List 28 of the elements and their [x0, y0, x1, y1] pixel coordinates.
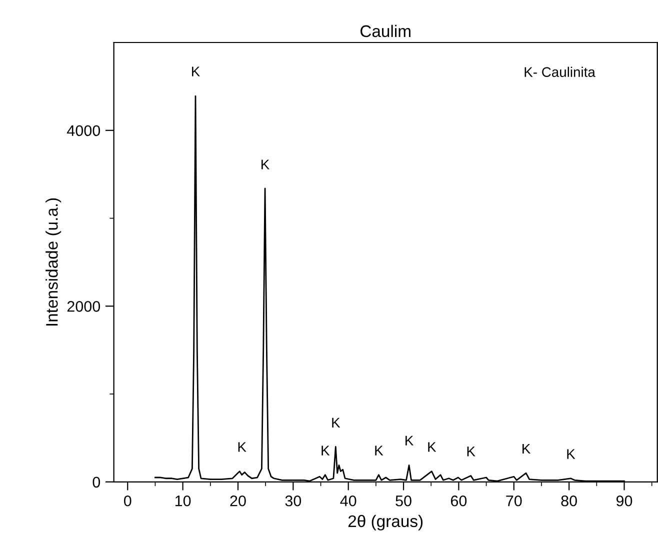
- annotation: K: [406, 436, 414, 446]
- annotation: K- Caulinita: [524, 66, 596, 77]
- x-tick-label: 30: [285, 495, 302, 506]
- annotation: K: [192, 66, 200, 76]
- x-tick-label: 50: [396, 495, 412, 506]
- x-tick-label: 90: [616, 495, 632, 506]
- annotation: K: [322, 446, 330, 456]
- x-axis-title: 2θ (graus): [348, 514, 423, 530]
- x-tick-label: 70: [506, 495, 522, 506]
- chart-title: Caulim: [360, 24, 410, 38]
- y-axis-title: Intensidade (u.a.): [46, 198, 62, 326]
- annotation: K: [375, 446, 384, 456]
- annotation: K: [238, 442, 246, 452]
- annotation: K: [567, 449, 576, 459]
- y-tick-label: 0: [92, 476, 100, 488]
- annotation: K: [428, 442, 436, 452]
- annotation: K: [467, 446, 476, 456]
- x-tick-label: 0: [124, 495, 132, 506]
- x-tick-label: 80: [561, 495, 577, 506]
- annotation: K: [262, 160, 270, 170]
- annotation: K: [522, 444, 530, 454]
- y-tick-label: 4000: [67, 125, 100, 136]
- x-tick-label: 40: [340, 495, 356, 506]
- x-tick-label: 20: [230, 495, 246, 506]
- x-tick-label: 10: [175, 495, 191, 506]
- x-tick-label: 60: [450, 495, 467, 506]
- y-tick-label: 2000: [67, 301, 100, 312]
- annotation: K: [332, 418, 340, 428]
